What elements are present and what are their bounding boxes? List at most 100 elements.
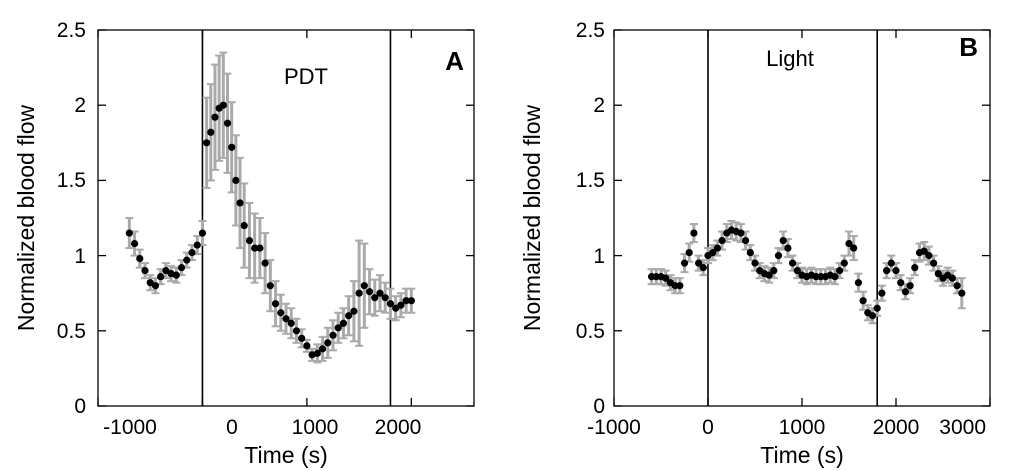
data-point [298, 334, 306, 342]
data-point [836, 267, 844, 275]
data-point [859, 297, 867, 305]
data-point [266, 282, 274, 290]
data-point [845, 239, 853, 248]
data-point [911, 264, 919, 272]
panel-letter-a: A [445, 46, 464, 76]
panel-letter-b: B [959, 32, 978, 62]
data-point [953, 282, 961, 290]
data-point [774, 252, 783, 260]
data-point [329, 331, 337, 339]
light-annotation: Light [766, 46, 814, 71]
data-point [676, 282, 684, 290]
x-tick-label: 0 [702, 416, 714, 439]
data-point [765, 271, 773, 279]
data-point [779, 236, 787, 245]
data-point [371, 294, 379, 302]
data-point [188, 248, 196, 257]
data-point [407, 297, 415, 305]
data-point [695, 259, 703, 267]
data-point [840, 259, 848, 267]
y-tick-label: 1 [74, 245, 86, 268]
data-point [125, 229, 133, 237]
y-tick-label: 0 [593, 395, 605, 418]
data-point [402, 297, 410, 305]
data-point [339, 319, 348, 327]
data-point [680, 259, 689, 267]
x-tick-label: 2000 [873, 416, 920, 439]
y-tick-label: 1.5 [576, 169, 605, 192]
data-point [172, 271, 180, 279]
y-tick-labels: 0 0.5 1 1.5 2 2.5 [576, 19, 605, 418]
x-axis-label: Time (s) [760, 442, 843, 468]
y-tick-label: 2.5 [576, 19, 605, 42]
data-point [934, 270, 942, 278]
data-point [770, 267, 778, 275]
data-point [381, 294, 389, 302]
data-point [901, 288, 910, 296]
x-tick-label: 3000 [939, 416, 986, 439]
data-point [887, 259, 895, 267]
data-point [292, 327, 301, 335]
data-point [183, 256, 191, 264]
panel-a: 0 0.5 1 1.5 2 2.5 -1000 0 1000 2000 Time… [13, 19, 475, 468]
data-point [685, 248, 693, 257]
data-point [193, 241, 201, 249]
data-point [386, 300, 395, 308]
data-point [360, 282, 368, 290]
data-point [690, 229, 698, 237]
data-point [742, 236, 750, 245]
x-tick-label: 2000 [375, 416, 422, 439]
data-point [930, 259, 938, 267]
data-point [699, 264, 707, 272]
data-point [287, 319, 295, 327]
data-point [365, 288, 374, 296]
data-point [958, 289, 966, 297]
data-point [313, 349, 321, 357]
data-point [277, 309, 285, 317]
x-tick-labels: -1000 0 1000 2000 3000 [587, 416, 986, 439]
y-tick-label: 0.5 [57, 320, 86, 343]
data-point [282, 315, 290, 323]
data-point [831, 273, 839, 281]
data-point [718, 236, 726, 245]
data-point [228, 143, 236, 151]
data-point [878, 289, 886, 297]
data-point [397, 301, 405, 309]
data-point [948, 274, 957, 282]
data-point [920, 247, 928, 255]
data-point [746, 248, 754, 257]
x-tick-labels: -1000 0 1000 2000 [103, 416, 421, 439]
data-point [737, 229, 745, 237]
data-point [157, 273, 165, 281]
data-point [162, 267, 170, 275]
data-point [883, 267, 891, 275]
data-point [355, 289, 363, 297]
data-point [177, 264, 186, 272]
data-point [854, 279, 863, 287]
data-point [789, 259, 797, 267]
data-point [793, 267, 801, 275]
y-tick-labels: 0 0.5 1 1.5 2 2.5 [57, 19, 86, 418]
y-tick-label: 2 [74, 94, 86, 117]
data-point [709, 248, 717, 257]
data-point [256, 244, 264, 252]
data-point [868, 312, 877, 320]
x-tick-label: 1000 [779, 416, 826, 439]
data-point [130, 239, 139, 248]
y-axis-label: Normalized blood flow [519, 104, 545, 331]
x-tick-label: 1000 [292, 416, 339, 439]
plot-frame [97, 29, 475, 407]
data-point [324, 339, 332, 347]
data-point [897, 279, 905, 287]
y-tick-label: 0 [74, 395, 86, 418]
data-point [850, 244, 858, 252]
data-point [906, 282, 914, 290]
y-tick-label: 1.5 [57, 169, 86, 192]
data-point [751, 259, 759, 267]
data-point [240, 221, 248, 230]
panel-b: 0 0.5 1 1.5 2 2.5 -1000 0 1000 2000 3000… [519, 19, 991, 468]
y-tick-label: 0.5 [576, 320, 605, 343]
data-point [334, 324, 342, 332]
